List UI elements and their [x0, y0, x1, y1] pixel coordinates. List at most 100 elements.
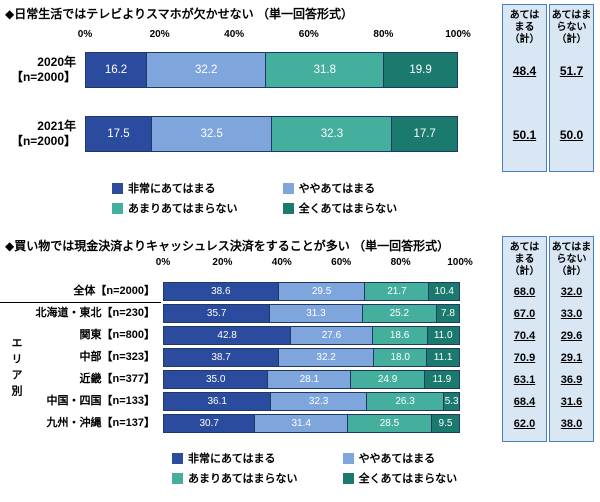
axis-tick-label: 60%: [298, 29, 319, 40]
legend-label: あまりあてはまらない: [188, 473, 298, 485]
stacked-bar: 17.5 32.5 32.3 17.7: [85, 116, 458, 152]
axis-tick-label: 0%: [155, 257, 171, 268]
summary-value: 70.4: [513, 329, 536, 342]
axis-tick-label: 100%: [447, 257, 473, 268]
summary-value: 29.1: [560, 351, 583, 364]
legend-label: ややあてはまる: [298, 183, 376, 195]
axis-tick-label: 100%: [445, 29, 471, 40]
bar-segment: 29.5: [277, 283, 365, 300]
bar-segment: 5.3: [443, 393, 459, 410]
legend-item: 全くあてはまらない: [342, 470, 458, 486]
summary-panel-header: あては まる （計）: [509, 242, 540, 277]
row-label: 2021年 【n=2000】: [10, 119, 76, 148]
legend-label: ややあてはまる: [358, 453, 436, 465]
legend-swatch: [342, 452, 354, 464]
bar-segment: 11.1: [426, 349, 459, 366]
bar-segment: 36.1: [164, 393, 271, 410]
summary-value: 36.9: [560, 373, 583, 386]
bar-segment: 32.3: [271, 117, 392, 151]
row-label: 2020年 【n=2000】: [10, 55, 76, 84]
chart-title: ◆日常生活ではテレビよりスマホが欠かせない （単一回答形式）: [5, 7, 353, 21]
chart-section-smartphone-vs-tv: ◆日常生活ではテレビよりスマホが欠かせない （単一回答形式） 0% 20% 40% 6…: [0, 0, 600, 232]
legend-label: あまりあてはまらない: [128, 203, 238, 215]
legend-item: あまりあてはまらない: [112, 200, 238, 216]
legend-item: 非常にあてはまる: [112, 180, 238, 196]
summary-panel-header: あてはま らない （計）: [551, 242, 592, 277]
summary-value: 33.0: [560, 307, 583, 320]
legend-item: 非常にあてはまる: [172, 450, 298, 466]
bar-segment: 21.7: [364, 283, 429, 300]
legend-swatch: [282, 202, 294, 214]
stacked-bar: 16.2 32.2 31.8 19.9: [85, 52, 458, 88]
summary-value: 48.4: [512, 63, 537, 78]
bar-segment: 42.8: [164, 327, 291, 344]
summary-value: 50.1: [512, 127, 537, 142]
bar-segment: 11.0: [426, 327, 459, 344]
legend-swatch: [172, 452, 183, 464]
stacked-bar: 38.7 32.2 18.0 11.1: [163, 348, 460, 367]
chart-title: ◆買い物では現金決済よりキャッシュレス決済をすることが多い （単一回答形式）: [5, 239, 450, 253]
axis-tick-label: 20%: [212, 257, 233, 268]
summary-value: 68.0: [513, 285, 536, 298]
bar-segment: 28.5: [347, 415, 431, 432]
bar-segment: 32.2: [146, 53, 266, 87]
bar-segment: 25.2: [361, 305, 436, 322]
stacked-bar: 36.1 32.3 26.3 5.3: [163, 392, 460, 411]
bar-segment: 32.2: [278, 349, 374, 366]
bar-segment: 31.4: [254, 415, 347, 432]
legend-item: あまりあてはまらない: [172, 470, 298, 486]
row-label: 中部【n=323】: [79, 351, 156, 363]
bar-segment: 19.9: [383, 53, 457, 87]
row-label: 中国・四国【n=133】: [46, 395, 156, 407]
legend-swatch: [112, 182, 123, 194]
axis-tick-label: 40%: [271, 257, 292, 268]
bar-segment: 35.0: [164, 371, 268, 388]
summary-value: 29.6: [560, 329, 583, 342]
legend-item: ややあてはまる: [342, 450, 458, 466]
legend: 非常にあてはまる ややあてはまるあまりあてはまらない 全くあてはまらない: [172, 450, 457, 486]
stacked-bar: 30.7 31.4 28.5 9.5: [163, 414, 460, 433]
legend: 非常にあてはまる ややあてはまるあまりあてはまらない 全くあてはまらない: [112, 180, 397, 216]
bar-segment: 30.7: [164, 415, 255, 432]
axis-tick-label: 40%: [224, 29, 245, 40]
legend-label: 非常にあてはまる: [188, 453, 276, 465]
summary-panel-header: あては まる （計）: [509, 10, 540, 45]
summary-panel-agree: あては まる （計） 48.4 50.1: [502, 4, 547, 172]
legend-label: 全くあてはまらない: [298, 203, 398, 215]
legend-swatch: [112, 202, 123, 214]
summary-value: 38.0: [560, 417, 583, 430]
bar-segment: 38.7: [164, 349, 279, 366]
stacked-bar: 35.0 28.1 24.9 11.9: [163, 370, 460, 389]
summary-panel-header: あてはま らない （計）: [551, 10, 592, 45]
axis-tick-label: 80%: [373, 29, 394, 40]
bar-segment: 11.9: [423, 371, 459, 388]
stacked-bar: 35.7 31.3 25.2 7.8: [163, 304, 460, 323]
row-label: 北海道・東北【n=230】: [35, 307, 156, 319]
legend-swatch: [172, 472, 183, 484]
legend-swatch: [342, 472, 354, 484]
bar-segment: 27.6: [290, 327, 372, 344]
axis-tick-label: 80%: [390, 257, 411, 268]
bar-segment: 31.3: [269, 305, 362, 322]
row-label: 全体【n=2000】: [73, 285, 155, 297]
summary-panel-disagree: あてはま らない （計） 32.0 33.0 29.6 29.1 36.9 31.6 38.0: [549, 236, 594, 442]
summary-value: 50.0: [559, 127, 584, 142]
stacked-bar: 42.8 27.6 18.6 11.0: [163, 326, 460, 345]
summary-value: 32.0: [560, 285, 583, 298]
bar-segment: 17.7: [391, 117, 457, 151]
row-label: 関東【n=800】: [79, 329, 156, 341]
summary-value: 51.7: [559, 63, 584, 78]
axis-tick-label: 0%: [77, 29, 93, 40]
summary-value: 67.0: [513, 307, 536, 320]
chart-section-cashless-payment: ◆買い物では現金決済よりキャッシュレス決済をすることが多い （単一回答形式） 0…: [0, 232, 600, 502]
bar-segment: 17.5: [86, 117, 151, 151]
axis-tick-label: 60%: [331, 257, 352, 268]
summary-value: 70.9: [513, 351, 536, 364]
stacked-bar: 38.6 29.5 21.7 10.4: [163, 282, 460, 301]
legend-label: 非常にあてはまる: [128, 183, 216, 195]
summary-value: 31.6: [560, 395, 583, 408]
bar-segment: 35.7: [164, 305, 270, 322]
bar-segment: 10.4: [428, 283, 459, 300]
group-divider-line: [0, 302, 161, 303]
legend-label: 全くあてはまらない: [358, 473, 458, 485]
